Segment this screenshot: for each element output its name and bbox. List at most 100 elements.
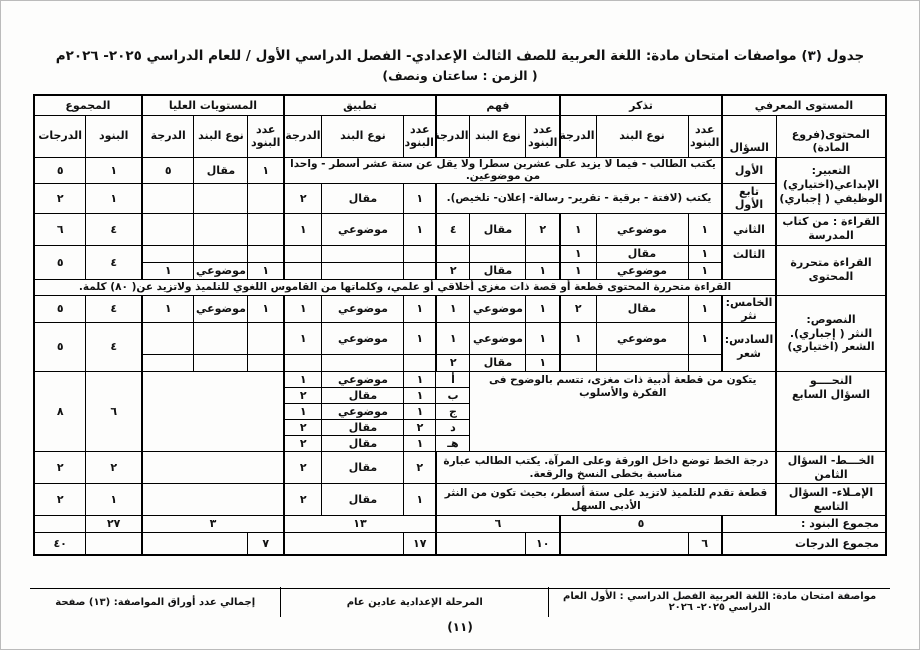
- row-dictation: الإمـلاء- السؤال التاسع قطعة تقدم للتلمي…: [33, 483, 887, 517]
- apply-count-cell: ١: [403, 387, 437, 405]
- content-line: الخـــط- السؤال: [787, 453, 875, 467]
- row-grammar-b: ب ١ مقال ٢: [34, 387, 886, 405]
- empty-cell: [193, 212, 249, 246]
- empty-cell: [247, 322, 285, 356]
- remember-count-cell: ١: [687, 322, 723, 356]
- footer-stage: المرحلة الإعدادية عادين عام: [280, 587, 548, 617]
- header-group-total: المجموع: [33, 94, 143, 116]
- content-line: التعبير:: [811, 164, 851, 178]
- total-items-cell: ١: [85, 182, 143, 214]
- apply-count-cell: ١: [403, 483, 437, 517]
- apply-score-cell: ٢: [282, 435, 323, 453]
- header-higher-score: الدرجة: [140, 114, 195, 158]
- question-cell: الخامس: نثر: [721, 294, 777, 324]
- apply-score-cell: ٢: [282, 182, 323, 214]
- total-scores-cell: ٢: [33, 483, 87, 517]
- header-higher-type: نوع البند: [193, 114, 249, 158]
- total-items-apply: ١٣: [282, 515, 437, 534]
- empty-cell: [403, 261, 437, 280]
- empty-cell: [193, 354, 249, 373]
- total-scores-cell: ٥: [33, 156, 87, 184]
- remember-count-cell: ١: [687, 294, 723, 324]
- content-line: المدرسة: [808, 229, 854, 243]
- header-understand-type: نوع البند: [469, 114, 527, 158]
- header-cognitive-level: المستوى المعرفي: [721, 94, 887, 116]
- empty-cell: [434, 532, 527, 556]
- total-items-cell: ٤: [85, 294, 143, 324]
- content-cell-reading-school: القراءة : من كتاب المدرسة: [775, 212, 887, 246]
- header-row-groups: المستوى المعرفي تذكر فهم تطبيق المستويات…: [33, 94, 887, 116]
- question-cell: الثالث: [721, 244, 777, 280]
- exam-duration: ( الزمن : ساعتان ونصف): [382, 68, 538, 83]
- understand-type-cell: مقال: [469, 212, 527, 246]
- empty-cell: [595, 354, 689, 373]
- page-footer: مواصفة امتحان مادة: اللغة العربية الفصل …: [30, 587, 890, 617]
- empty-cell: [321, 244, 405, 263]
- content-line: الثامن: [814, 467, 848, 481]
- document-title: جدول (٣) مواصفات امتحان مادة: اللغة العر…: [55, 48, 865, 64]
- higher-type-cell: موضوعي: [193, 261, 249, 280]
- empty-cell: [140, 182, 195, 214]
- apply-score-cell: ٢: [282, 387, 323, 405]
- remember-score-cell: ٢: [558, 294, 597, 324]
- empty-cell: [282, 354, 323, 373]
- apply-type-cell: موضوعي: [321, 212, 405, 246]
- understand-count-cell: ١: [525, 322, 561, 356]
- apply-count-cell: ١: [403, 182, 437, 214]
- title-block: جدول (٣) مواصفات امتحان مادة: اللغة العر…: [34, 48, 886, 83]
- header-group-understand: فهم: [434, 94, 561, 116]
- empty-cell: [140, 532, 249, 556]
- apply-score-cell: ٢: [282, 419, 323, 437]
- empty-cell: [247, 212, 285, 246]
- empty-cell: [33, 515, 87, 534]
- understand-type-cell: موضوعي: [469, 294, 527, 324]
- apply-type-cell: مقال: [321, 387, 405, 405]
- remember-type-cell: موضوعي: [595, 261, 689, 280]
- content-cell-grammar: النحــــو السؤال السابع: [775, 371, 887, 453]
- empty-cell: [558, 532, 689, 556]
- empty-cell: [193, 244, 249, 263]
- empty-cell: [525, 244, 561, 263]
- total-scores-cell: ٨: [33, 371, 87, 453]
- remember-score-cell: ١: [558, 244, 597, 263]
- grammar-part-letter: ب: [435, 387, 471, 405]
- row-expression-2: تابع الأول يكتب (لافتة - برقية - تقرير- …: [33, 182, 886, 214]
- empty-cell: [403, 354, 437, 373]
- empty-cell: [85, 532, 143, 556]
- understand-type-cell: مقال: [469, 261, 527, 280]
- question-cell: تابع الأول: [721, 182, 777, 214]
- content-line: التاسع: [813, 499, 849, 513]
- understand-score-cell: ١: [434, 322, 471, 356]
- apply-type-cell: مقال: [321, 182, 405, 214]
- total-scores-cell: ٢: [33, 182, 87, 214]
- empty-cell: [140, 483, 285, 517]
- understand-score-cell: ٢: [434, 354, 471, 373]
- higher-score-cell: ١: [140, 294, 195, 324]
- header-group-remember: تذكر: [558, 94, 723, 116]
- apply-count-cell: ١: [403, 371, 437, 389]
- total-scores-apply: ١٧: [403, 532, 437, 556]
- description-cell: يكتب (لافتة - برقية - تقرير- رسالة- إعلا…: [434, 182, 723, 214]
- row-total-items: مجموع البنود : ٥ ٦ ١٣ ٣ ٢٧: [33, 515, 887, 534]
- row-handwriting: الخـــط- السؤال الثامن درجة الخط توضع دا…: [33, 451, 887, 485]
- higher-score-cell: ٥: [140, 156, 195, 184]
- understand-count-cell: ١: [525, 354, 561, 373]
- higher-count-cell: ١: [247, 156, 285, 184]
- total-items-higher: ٣: [140, 515, 285, 534]
- row-grammar-d: د ٢ مقال ٢: [34, 419, 886, 437]
- page-number: (١١): [447, 620, 473, 634]
- header-remember-type: نوع البند: [595, 114, 689, 158]
- apply-count-cell: ١: [403, 435, 437, 453]
- content-line: الإبداعي(اختياري): [782, 178, 880, 192]
- remember-score-cell: ١: [558, 322, 597, 356]
- footer-exam-spec: مواصفة امتحان مادة: اللغة العربية الفصل …: [548, 587, 890, 617]
- apply-count-cell: ١: [403, 294, 437, 324]
- higher-count-cell: ١: [247, 294, 285, 324]
- remember-score-cell: ١: [558, 212, 597, 246]
- description-cell: القراءة متحررة المحتوى قطعة أو قصة ذات م…: [33, 278, 777, 296]
- grammar-part-letter: د: [435, 419, 471, 437]
- apply-count-cell: ١: [403, 403, 437, 421]
- empty-cell: [687, 354, 723, 373]
- specification-table: المستوى المعرفي تذكر فهم تطبيق المستويات…: [32, 94, 887, 556]
